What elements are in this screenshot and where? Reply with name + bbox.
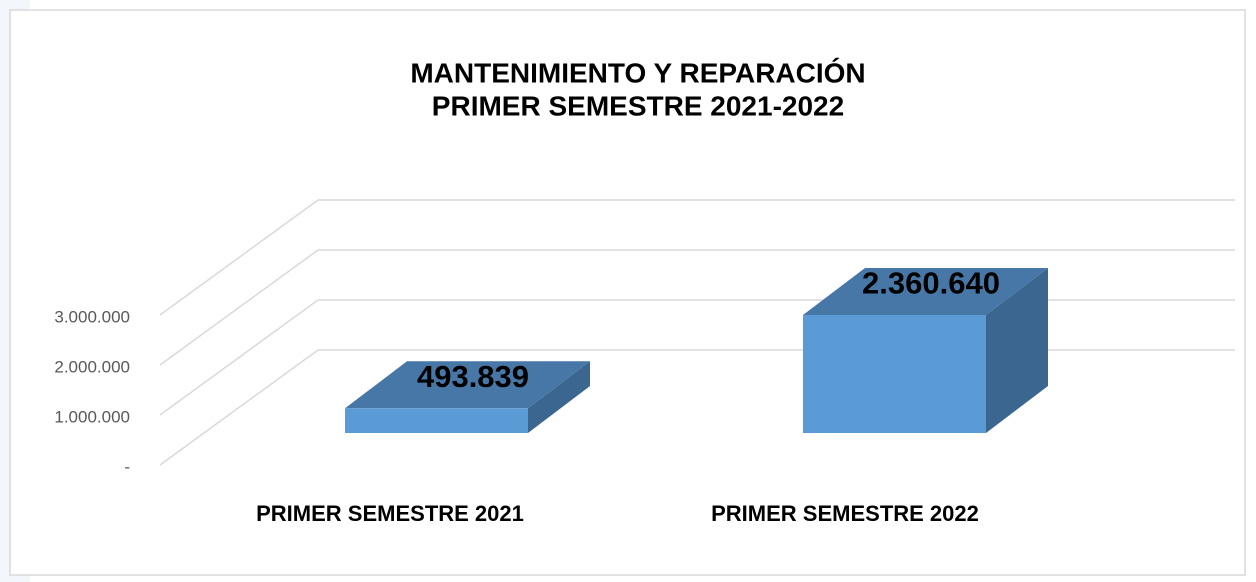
bar <box>803 314 986 433</box>
y-tick-label: 1.000.000 <box>54 407 130 426</box>
bar <box>345 408 528 433</box>
x-tick-label: PRIMER SEMESTRE 2022 <box>711 501 979 526</box>
bar-top <box>345 361 590 409</box>
y-tick-label: - <box>124 457 130 476</box>
grid-line <box>159 199 1235 316</box>
chart-subtitle: PRIMER SEMESTRE 2021-2022 <box>432 90 844 121</box>
bar-side <box>528 361 590 433</box>
data-label: 493.839 <box>417 359 529 394</box>
data-label: 2.360.640 <box>862 266 1000 301</box>
bar-side <box>986 267 1048 433</box>
y-tick-label: 2.000.000 <box>54 357 130 376</box>
grid-line <box>159 249 1235 366</box>
chart-title: MANTENIMIENTO Y REPARACIÓN <box>410 57 865 88</box>
bar-top <box>803 267 1048 315</box>
y-tick-label: 3.000.000 <box>54 307 130 326</box>
x-tick-label: PRIMER SEMESTRE 2021 <box>256 501 524 526</box>
